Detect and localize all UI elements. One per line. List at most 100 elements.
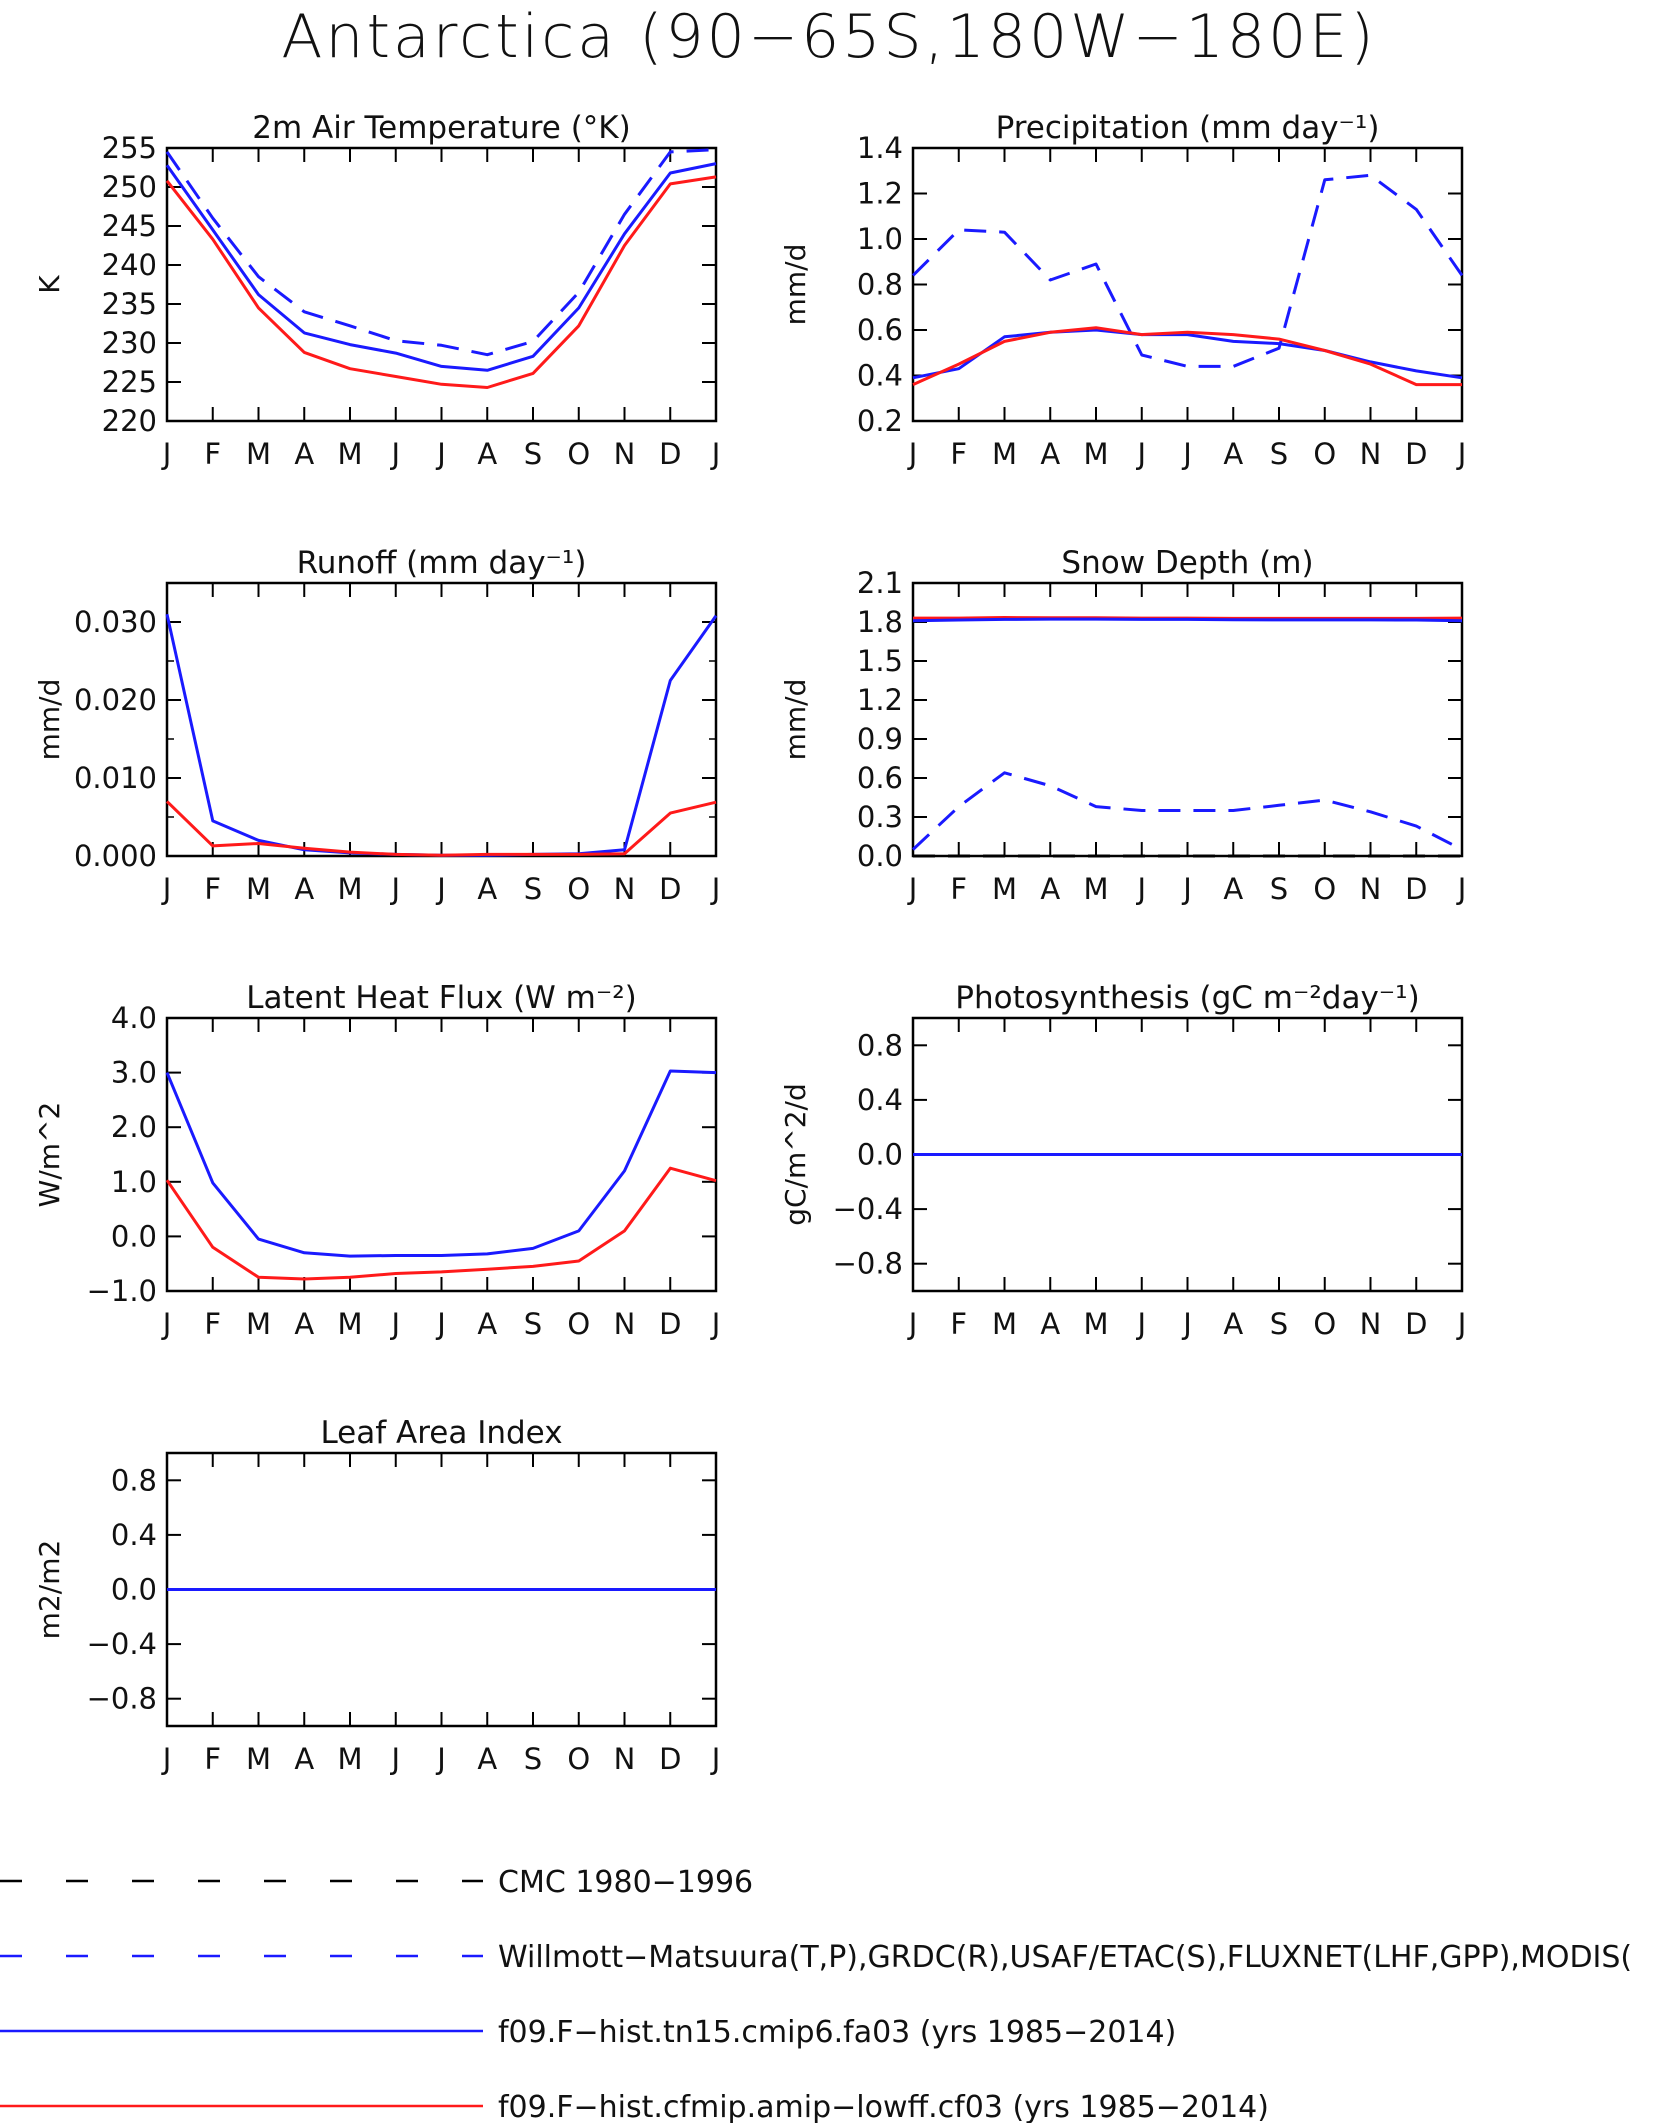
panel-title: Snow Depth (m) bbox=[1061, 545, 1313, 581]
y-axis-label: mm/d bbox=[33, 679, 66, 761]
x-tick-label: F bbox=[950, 872, 967, 906]
x-tick-label: A bbox=[1223, 1307, 1243, 1341]
x-tick-label: J bbox=[710, 1742, 721, 1776]
x-tick-label: J bbox=[435, 1742, 446, 1776]
x-tick-label: N bbox=[1360, 437, 1382, 471]
plot-frame bbox=[911, 146, 1464, 423]
series-line-obs bbox=[911, 771, 1463, 851]
x-tick-label: A bbox=[477, 1307, 497, 1341]
x-tick-label: M bbox=[246, 1742, 271, 1776]
x-tick-label: A bbox=[1040, 437, 1060, 471]
x-tick-label: S bbox=[524, 1307, 542, 1341]
legend-label: f09.F−hist.tn15.cmip6.fa03 (yrs 1985−201… bbox=[498, 2015, 1176, 2050]
legend-label: f09.F−hist.cfmip.amip−lowff.cf03 (yrs 19… bbox=[498, 2090, 1269, 2123]
plot-frame bbox=[165, 146, 718, 423]
x-tick-label: J bbox=[710, 437, 721, 471]
y-tick-label: 0.8 bbox=[857, 1028, 903, 1062]
series-line-model_b bbox=[165, 1166, 717, 1281]
x-tick-label: A bbox=[477, 872, 497, 906]
x-tick-label: A bbox=[294, 1307, 314, 1341]
y-tick-label: 235 bbox=[102, 287, 157, 321]
y-tick-label: 1.4 bbox=[857, 131, 903, 165]
x-tick-label: M bbox=[1083, 437, 1108, 471]
x-tick-label: M bbox=[1083, 872, 1108, 906]
x-tick-label: J bbox=[389, 1307, 400, 1341]
x-tick-label: J bbox=[161, 1742, 172, 1776]
y-tick-label: 220 bbox=[102, 404, 157, 438]
x-tick-label: J bbox=[1181, 872, 1192, 906]
series-line-model_a bbox=[165, 613, 718, 857]
x-tick-label: J bbox=[161, 437, 172, 471]
x-tick-label: D bbox=[1405, 437, 1427, 471]
x-tick-label: J bbox=[1456, 1307, 1467, 1341]
x-tick-label: J bbox=[161, 1307, 172, 1341]
x-tick-label: O bbox=[567, 1307, 590, 1341]
x-tick-label: D bbox=[659, 437, 681, 471]
x-tick-label: J bbox=[710, 1307, 721, 1341]
panel-1: 2m Air Temperature (°K) 220 225 230 235 240 24… bbox=[33, 110, 720, 471]
x-tick-label: S bbox=[1270, 437, 1288, 471]
y-tick-label: 0.4 bbox=[857, 1083, 903, 1117]
x-tick-label: J bbox=[1456, 872, 1467, 906]
x-tick-label: J bbox=[435, 437, 446, 471]
x-tick-label: J bbox=[1135, 1307, 1146, 1341]
y-tick-label: 0.0 bbox=[111, 1219, 157, 1253]
x-tick-label: M bbox=[246, 437, 271, 471]
series-line-model_a bbox=[165, 162, 717, 372]
x-tick-label: M bbox=[1083, 1307, 1108, 1341]
series-line-model_a bbox=[912, 617, 1463, 623]
y-tick-label: 4.0 bbox=[111, 1001, 157, 1035]
x-tick-label: M bbox=[246, 872, 271, 906]
x-tick-label: S bbox=[524, 1742, 542, 1776]
y-tick-label: 0.4 bbox=[857, 359, 903, 393]
y-tick-label: 0.6 bbox=[857, 761, 903, 795]
panel-2: Precipitation (mm day⁻¹) 0.2 0.4 0.6 0.8 1.0 1… bbox=[779, 110, 1466, 471]
x-tick-label: A bbox=[1223, 872, 1243, 906]
y-tick-label: 255 bbox=[102, 131, 157, 165]
panel-5: Latent Heat Flux (W m⁻²) −1.0 0.0 1.0 2.0 3.0… bbox=[33, 980, 720, 1341]
x-tick-label: M bbox=[992, 1307, 1017, 1341]
x-tick-label: J bbox=[1135, 872, 1146, 906]
legend-label: CMC 1980−1996 bbox=[498, 1865, 753, 1900]
page-title: Antarctica (90−65S,180W−180E) bbox=[281, 2, 1377, 72]
x-tick-label: O bbox=[567, 1742, 590, 1776]
series-line-obs bbox=[911, 173, 1464, 368]
panel-title: Latent Heat Flux (W m⁻²) bbox=[246, 980, 637, 1016]
x-tick-label: S bbox=[524, 437, 542, 471]
series-line-model_b bbox=[165, 175, 717, 389]
x-tick-label: M bbox=[246, 1307, 271, 1341]
y-tick-label: 2.1 bbox=[857, 566, 903, 600]
panel-title: 2m Air Temperature (°K) bbox=[252, 110, 630, 146]
y-tick-label: 0.0 bbox=[857, 1138, 903, 1172]
y-tick-label: −0.8 bbox=[87, 1682, 157, 1716]
x-tick-label: O bbox=[1313, 437, 1336, 471]
y-tick-label: −1.0 bbox=[87, 1274, 157, 1308]
x-tick-label: S bbox=[524, 872, 542, 906]
y-axis-label: K bbox=[33, 275, 66, 294]
y-tick-label: 245 bbox=[102, 209, 157, 243]
y-tick-label: 230 bbox=[102, 326, 157, 360]
y-tick-label: 0.000 bbox=[74, 839, 157, 873]
x-tick-label: N bbox=[614, 437, 636, 471]
x-tick-label: N bbox=[1360, 1307, 1382, 1341]
panel-6: Photosynthesis (gC m⁻²day⁻¹) −0.8 −0.4 0.0 0… bbox=[779, 980, 1466, 1341]
y-tick-label: 1.8 bbox=[857, 605, 903, 639]
x-tick-label: O bbox=[1313, 1307, 1336, 1341]
x-tick-label: N bbox=[614, 1307, 636, 1341]
x-tick-label: M bbox=[337, 872, 362, 906]
x-tick-label: F bbox=[204, 1307, 221, 1341]
x-tick-label: M bbox=[992, 872, 1017, 906]
y-tick-label: 240 bbox=[102, 248, 157, 282]
series-line-model_b bbox=[165, 800, 717, 857]
x-tick-label: A bbox=[1040, 1307, 1060, 1341]
y-tick-label: 0.010 bbox=[74, 761, 157, 795]
x-tick-label: J bbox=[1181, 437, 1192, 471]
x-tick-label: J bbox=[161, 872, 172, 906]
x-tick-label: N bbox=[614, 1742, 636, 1776]
x-tick-label: J bbox=[435, 1307, 446, 1341]
x-tick-label: M bbox=[337, 1742, 362, 1776]
x-tick-label: J bbox=[907, 872, 918, 906]
y-axis-label: mm/d bbox=[779, 679, 812, 761]
